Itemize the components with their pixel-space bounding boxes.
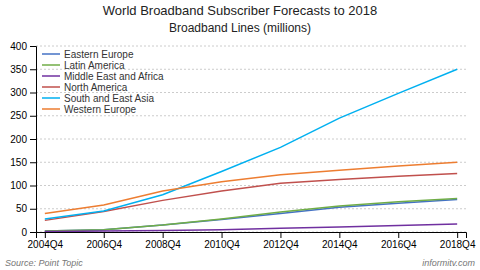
x-tick-mark: [457, 232, 458, 238]
series-line: [45, 162, 457, 213]
y-tick: 0: [21, 227, 36, 238]
subtitle: Broadband Lines (millions): [169, 21, 311, 35]
grid-line: [36, 185, 466, 186]
x-tick-label: 2004Q4: [28, 239, 64, 250]
x-tick: 2014Q4: [322, 232, 358, 250]
y-axis-line: [30, 47, 37, 233]
y-tick-label: 50: [16, 203, 28, 214]
y-tick-mark: [30, 46, 36, 47]
y-tick-mark: [30, 232, 36, 233]
x-tick-label: 2018Q4: [440, 239, 476, 250]
y-tick-mark: [30, 93, 36, 94]
x-tick-label: 2012Q4: [263, 239, 299, 250]
y-tick-mark: [30, 69, 36, 70]
x-tick-label: 2008Q4: [145, 239, 181, 250]
x-tick-mark: [222, 232, 223, 238]
y-tick: 100: [10, 180, 36, 191]
x-tick: 2018Q4: [440, 232, 476, 250]
legend: Eastern EuropeLatin AmericaMiddle East a…: [42, 49, 164, 115]
y-tick-label: 300: [10, 87, 27, 98]
y-tick: 250: [10, 110, 36, 121]
y-tick-label: 150: [10, 157, 27, 168]
legend-swatch: [42, 108, 60, 110]
y-tick: 350: [10, 64, 36, 75]
x-tick-label: 2016Q4: [381, 239, 417, 250]
legend-label: Middle East and Africa: [64, 71, 164, 82]
x-tick: 2006Q4: [86, 232, 122, 250]
y-tick: 300: [10, 87, 36, 98]
y-tick-mark: [30, 162, 36, 163]
series-group: [45, 69, 457, 231]
y-axis: 0 50 100 150 200 250 300 350 400: [10, 41, 36, 238]
x-tick-mark: [104, 232, 105, 238]
legend-swatch: [42, 53, 60, 55]
y-tick-label: 250: [10, 110, 27, 121]
series-line: [45, 69, 457, 219]
y-tick-label: 350: [10, 64, 27, 75]
legend-item: North America: [42, 82, 128, 93]
y-tick-mark: [30, 186, 36, 187]
x-tick-label: 2010Q4: [204, 239, 240, 250]
x-tick-mark: [398, 232, 399, 238]
x-tick-mark: [45, 232, 46, 238]
x-tick-mark: [163, 232, 164, 238]
legend-swatch: [42, 86, 60, 88]
legend-label: Latin America: [64, 60, 125, 71]
x-axis: 2004Q4 2006Q4 2008Q4 2010Q4 2012Q4 2014Q4 2016…: [28, 232, 476, 250]
x-tick-mark: [280, 232, 281, 238]
x-tick-mark: [339, 232, 340, 238]
grid-line: [36, 115, 466, 116]
x-axis-line: [37, 233, 467, 239]
x-tick: 2008Q4: [145, 232, 181, 250]
y-tick-label: 400: [10, 41, 27, 52]
annotation: informitv.com: [422, 258, 475, 268]
grid-line: [36, 139, 466, 140]
grid-line: [36, 46, 466, 47]
y-tick: 400: [10, 41, 36, 52]
legend-item: Latin America: [42, 60, 125, 71]
legend-swatch: [42, 64, 60, 66]
y-tick-label: 100: [10, 180, 27, 191]
legend-item: Middle East and Africa: [42, 71, 164, 82]
x-tick-label: 2006Q4: [86, 239, 122, 250]
legend-item: Western Europe: [42, 104, 137, 115]
y-tick-label: 200: [10, 134, 27, 145]
y-tick-mark: [30, 209, 36, 210]
grid-line: [36, 208, 466, 209]
legend-swatch: [42, 97, 60, 99]
y-tick: 150: [10, 157, 36, 168]
x-tick: 2004Q4: [28, 232, 64, 250]
legend-label: Eastern Europe: [64, 49, 134, 60]
legend-label: North America: [64, 82, 128, 93]
grid-line: [36, 162, 466, 163]
y-tick-label: 0: [21, 227, 27, 238]
grid: [36, 46, 466, 232]
y-tick-mark: [30, 116, 36, 117]
legend-item: Eastern Europe: [42, 49, 134, 60]
x-tick-label: 2014Q4: [322, 239, 358, 250]
chart: World Broadband Subscriber Forecasts to …: [0, 0, 480, 270]
series-line: [45, 173, 457, 220]
y-tick-mark: [30, 139, 36, 140]
x-tick: 2012Q4: [263, 232, 299, 250]
legend-swatch: [42, 75, 60, 77]
series-line: [45, 224, 457, 231]
x-tick: 2016Q4: [381, 232, 417, 250]
y-tick: 50: [16, 203, 36, 214]
plot: 2004Q4 2006Q4 2008Q4 2010Q4 2012Q4 2014Q4 2016…: [10, 41, 476, 250]
title: World Broadband Subscriber Forecasts to …: [103, 3, 377, 18]
y-tick: 200: [10, 134, 36, 145]
legend-item: South and East Asia: [42, 93, 155, 104]
annotation: Source: Point Topic: [5, 258, 83, 268]
legend-label: South and East Asia: [64, 93, 155, 104]
series-line: [45, 199, 457, 232]
legend-label: Western Europe: [64, 104, 137, 115]
x-tick: 2010Q4: [204, 232, 240, 250]
